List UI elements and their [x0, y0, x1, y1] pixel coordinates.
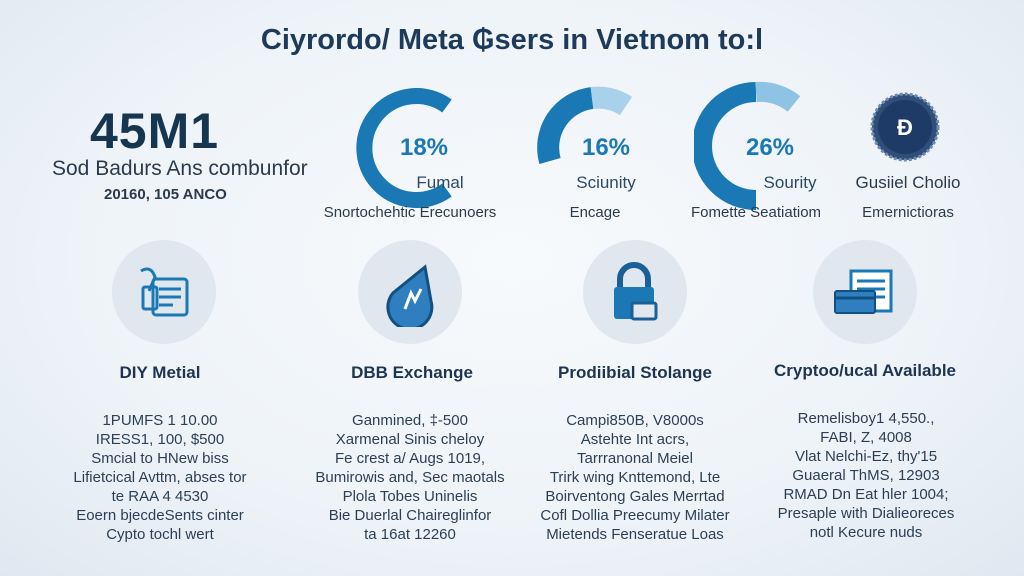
feature-line: Cypto tochl wert: [106, 526, 214, 543]
feature-line: ta 16at 12260: [364, 526, 456, 543]
bank-card-icon: [813, 240, 917, 344]
donut-arc: [694, 82, 757, 210]
feature-heading: Cryptoo/ucal Available: [773, 361, 956, 380]
feature-heading: DIY Metial: [119, 363, 201, 382]
feature-line: Trirk wing Knttemond, Lte: [549, 469, 721, 486]
feature-body: Remelisboy1 4,550., FABI, Z, 4008 Vlat Nel…: [746, 409, 986, 542]
stat-percent: 26%: [745, 134, 795, 161]
feature-line: Cofl Dollia Preecumy Milater: [540, 507, 730, 524]
feature-line: Presaple with Dialieoreces: [777, 505, 955, 522]
svg-text:Ɖ: Ɖ: [897, 115, 913, 140]
feature-line: Plola Tobes Uninelis: [342, 488, 478, 505]
feature-line: Lifietcical Avttm, abses tor: [73, 469, 247, 486]
feature-line: Xarmenal Sinis cheloy: [335, 431, 485, 448]
feature-line: Vlat Nelchi-Ez, thy'15: [794, 448, 938, 465]
donut-arc: [356, 88, 452, 208]
feature-line: notl Kecure nuds: [809, 524, 923, 541]
feature-line: Bumirowis and, Sec maotals: [315, 469, 505, 486]
headline-value: 45M1: [90, 103, 220, 159]
stat-label: Fumal: [416, 173, 464, 192]
stat-caption: Fomette Seatiatiom: [690, 204, 822, 221]
feature-line: Guaeral ThMS, 12903: [792, 467, 940, 484]
feature-body: Ganmined, ‡-500 Xarmenal Sinis cheloy Fe c…: [290, 411, 530, 544]
donut-arc: [537, 87, 594, 164]
stat-label: Sciunity: [576, 173, 636, 192]
feature-body: 1PUMFS 1 10.00 IRESS1, 100, $500 Smcial to…: [40, 411, 280, 544]
feature-line: Remelisboy1 4,550.,: [797, 410, 935, 427]
page-title: Ciyrordo/ Meta ₲sers in Vietnom to:l: [260, 24, 764, 56]
stat-caption: Encage: [569, 204, 621, 221]
stat-percent: 16%: [581, 134, 631, 161]
stat-caption: Emernictioras: [862, 204, 954, 221]
feature-line: te RAA 4 4530: [111, 488, 209, 505]
feature-line: FABI, Z, 4008: [820, 429, 912, 446]
feature-line: RMAD Dn Eat hler 1004;: [783, 486, 949, 503]
seal-badge-icon: Ɖ: [870, 92, 940, 162]
feature-line: Bie Duerlal Chaireglinfor: [328, 507, 492, 524]
feature-heading: DBB Exchange: [351, 363, 473, 382]
feature-line: Tarrranonal Meiel: [577, 450, 693, 467]
headline-subtitle: Sod Badurs Ans combunfor: [52, 157, 308, 180]
shield-drop-icon: [358, 240, 462, 344]
feature-line: Ganmined, ‡-500: [352, 412, 468, 429]
donut-chart-sourity: [694, 81, 801, 210]
feature-line: Smcial to HNew biss: [91, 450, 229, 467]
feature-line: Astehte Int acrs,: [580, 431, 690, 448]
stat-percent: 18%: [399, 134, 449, 161]
lock-icon: [583, 240, 687, 344]
donut-arc-remaining: [755, 81, 801, 113]
feature-line: 1PUMFS 1 10.00: [102, 412, 218, 429]
stat-label: Gusiiel Cholio: [855, 173, 961, 192]
feature-body: Campi850B, V8000s Astehte Int acrs, Tarrra…: [515, 411, 755, 544]
stat-caption: Snortochehtic Erecunoers: [323, 204, 497, 221]
wallet-card-icon: [112, 240, 216, 344]
donut-arc-remaining: [590, 86, 633, 116]
feature-line: Eoern bjecdeSents cinter: [76, 507, 244, 524]
feature-heading: Prodiibial Stolange: [558, 363, 712, 382]
feature-line: Fe crest a/ Augs 1019,: [334, 450, 486, 467]
feature-line: Boirventong Gales Merrtad: [545, 488, 725, 505]
feature-line: Campi850B, V8000s: [566, 412, 704, 429]
headline-detail: 20160, 105 ANCO: [104, 186, 227, 203]
stat-label: Sourity: [763, 173, 817, 192]
donut-chart-fumal: [356, 88, 452, 208]
donut-chart-sciunity: [537, 86, 633, 164]
feature-line: IRESS1, 100, $500: [95, 431, 225, 448]
feature-line: Mietends Fenseratue Loas: [546, 526, 724, 543]
